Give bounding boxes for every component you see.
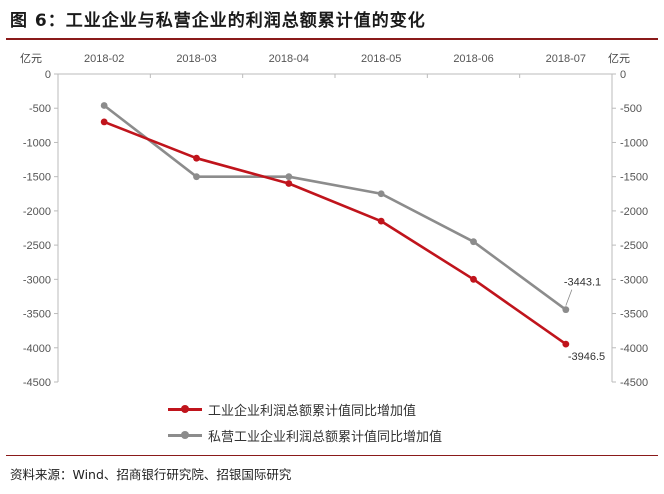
category-label: 2018-04 xyxy=(269,53,309,65)
left-tick-label: -3000 xyxy=(23,274,51,286)
legend-label-industrial: 工业企业利润总额累计值同比增加值 xyxy=(208,403,417,419)
left-tick-label: -500 xyxy=(29,103,51,115)
right-tick-label: -1000 xyxy=(620,137,648,149)
left-tick-label: -4500 xyxy=(23,377,51,389)
legend-swatch-industrial xyxy=(168,404,202,413)
data-label: -3946.5 xyxy=(568,351,605,363)
category-label: 2018-03 xyxy=(176,53,216,65)
right-axis-unit: 亿元 xyxy=(608,52,630,65)
series-1-point xyxy=(470,238,477,246)
series-line-1 xyxy=(103,104,567,311)
legend-swatch-private xyxy=(168,430,202,439)
source-divider xyxy=(6,455,658,456)
series-1-point xyxy=(562,306,570,314)
series-1-point xyxy=(285,173,293,181)
legend-item-private: 私营工业企业利润总额累计值同比增加值 xyxy=(168,422,442,448)
series-0-point xyxy=(377,217,385,225)
left-tick-label: -2500 xyxy=(23,240,51,252)
right-tick-label: 0 xyxy=(620,69,626,81)
right-tick-label: -2000 xyxy=(620,206,648,218)
series-0-point xyxy=(285,180,293,187)
left-axis-unit: 亿元 xyxy=(20,52,42,65)
right-tick-label: -1500 xyxy=(620,172,648,184)
category-label: 2018-02 xyxy=(84,53,124,65)
series-line-0 xyxy=(103,120,567,346)
left-tick-label: -1000 xyxy=(23,137,51,149)
category-label: 2018-07 xyxy=(546,53,586,65)
legend-label-private: 私营工业企业利润总额累计值同比增加值 xyxy=(208,429,443,445)
source-note: 资料来源：Wind、招商银行研究院、招银国际研究 xyxy=(10,467,292,482)
title-divider xyxy=(6,38,658,40)
category-label: 2018-06 xyxy=(453,53,493,65)
left-tick-label: 0 xyxy=(45,69,51,81)
left-tick-label: -2000 xyxy=(23,206,51,218)
right-tick-label: -3000 xyxy=(620,274,648,286)
data-label: -3443.1 xyxy=(564,277,601,289)
left-tick-label: -3500 xyxy=(23,309,51,321)
category-label: 2018-05 xyxy=(361,53,401,65)
series-0-point xyxy=(562,340,570,348)
series-0-point xyxy=(100,118,108,126)
left-tick-label: -4000 xyxy=(23,343,51,355)
legend-item-industrial: 工业企业利润总额累计值同比增加值 xyxy=(168,396,442,422)
chart-header: 图 6：工业企业与私营企业的利润总额累计值的变化 xyxy=(0,0,664,36)
series-1-point xyxy=(100,102,108,109)
right-tick-label: -500 xyxy=(620,103,642,115)
series-0-point xyxy=(193,154,200,162)
right-tick-label: -3500 xyxy=(620,309,648,321)
series-1-point xyxy=(193,173,200,181)
right-tick-label: -2500 xyxy=(620,240,648,252)
data-label-leader xyxy=(565,289,573,306)
series-1-point xyxy=(377,190,385,198)
left-tick-label: -1500 xyxy=(23,172,51,184)
right-tick-label: -4000 xyxy=(620,343,648,355)
chart-title: 图 6：工业企业与私营企业的利润总额累计值的变化 xyxy=(10,11,426,31)
series-0-point xyxy=(470,275,477,283)
chart-legend: 工业企业利润总额累计值同比增加值 私营工业企业利润总额累计值同比增加值 xyxy=(168,396,442,448)
right-tick-label: -4500 xyxy=(620,377,648,389)
